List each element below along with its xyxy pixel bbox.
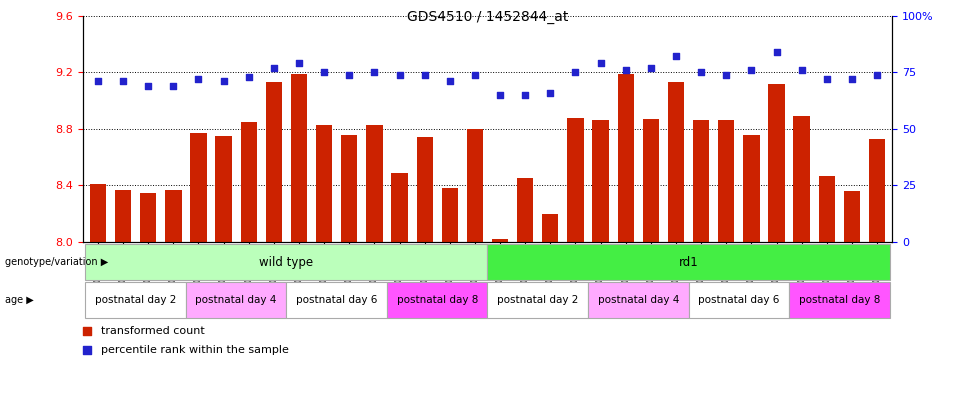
Point xyxy=(517,98,532,105)
Bar xyxy=(367,125,382,242)
Bar xyxy=(387,282,488,318)
Bar xyxy=(186,282,287,318)
Bar xyxy=(266,82,282,242)
Point xyxy=(140,83,156,89)
Bar xyxy=(316,125,332,242)
Bar xyxy=(743,134,760,242)
Text: postnatal day 8: postnatal day 8 xyxy=(397,295,478,305)
Point xyxy=(442,78,457,84)
Bar xyxy=(140,193,156,242)
Bar xyxy=(190,133,207,242)
Point xyxy=(467,72,483,78)
Bar xyxy=(718,120,734,242)
Text: transformed count: transformed count xyxy=(100,327,205,336)
Point xyxy=(870,72,885,78)
Point xyxy=(819,76,835,82)
Bar xyxy=(241,122,257,242)
Bar xyxy=(869,139,885,242)
Point xyxy=(341,72,357,78)
Point xyxy=(542,90,558,96)
Point xyxy=(794,67,809,73)
Bar xyxy=(643,119,659,242)
Point xyxy=(417,72,433,78)
Point xyxy=(266,64,282,71)
Bar xyxy=(391,173,408,242)
Bar xyxy=(794,116,810,242)
Point xyxy=(191,76,207,82)
Text: postnatal day 2: postnatal day 2 xyxy=(497,295,578,305)
Bar xyxy=(789,282,889,318)
Bar xyxy=(668,82,684,242)
Point xyxy=(719,72,734,78)
Text: postnatal day 8: postnatal day 8 xyxy=(799,295,880,305)
Text: postnatal day 4: postnatal day 4 xyxy=(598,295,679,305)
Text: rd1: rd1 xyxy=(679,255,698,269)
Point xyxy=(744,67,760,73)
Point xyxy=(517,268,532,274)
Bar xyxy=(86,244,488,280)
Text: percentile rank within the sample: percentile rank within the sample xyxy=(100,345,289,355)
Bar xyxy=(287,282,387,318)
Bar xyxy=(688,282,789,318)
Point xyxy=(90,78,105,84)
Bar xyxy=(291,74,307,242)
Bar xyxy=(617,74,634,242)
Point xyxy=(215,78,231,84)
Text: postnatal day 2: postnatal day 2 xyxy=(95,295,176,305)
Bar xyxy=(542,214,559,242)
Point xyxy=(367,69,382,75)
Bar xyxy=(215,136,232,242)
Bar xyxy=(467,129,483,242)
Bar xyxy=(341,134,358,242)
Bar xyxy=(588,282,688,318)
Point xyxy=(392,72,408,78)
Bar xyxy=(416,138,433,242)
Bar xyxy=(165,190,181,242)
Bar xyxy=(488,282,588,318)
Point xyxy=(768,49,784,55)
Text: postnatal day 6: postnatal day 6 xyxy=(296,295,377,305)
Point xyxy=(618,67,634,73)
Bar xyxy=(442,188,458,242)
Point xyxy=(844,76,860,82)
Bar xyxy=(843,191,860,242)
Point xyxy=(644,64,659,71)
Point xyxy=(518,92,533,98)
Point xyxy=(492,92,508,98)
Bar xyxy=(86,282,186,318)
Point xyxy=(316,69,332,75)
Bar xyxy=(567,118,584,242)
Bar xyxy=(492,239,508,242)
Point xyxy=(292,60,307,66)
Text: age ▶: age ▶ xyxy=(5,295,33,305)
Point xyxy=(593,60,608,66)
Point xyxy=(115,78,131,84)
Point xyxy=(567,69,583,75)
Text: postnatal day 4: postnatal day 4 xyxy=(196,295,277,305)
Point xyxy=(668,53,683,60)
Bar xyxy=(517,178,533,242)
Text: wild type: wild type xyxy=(259,255,314,269)
Text: genotype/variation ▶: genotype/variation ▶ xyxy=(5,257,108,267)
Bar xyxy=(115,190,132,242)
Point xyxy=(166,83,181,89)
Bar xyxy=(819,176,835,242)
Text: postnatal day 6: postnatal day 6 xyxy=(698,295,779,305)
Bar xyxy=(90,184,106,242)
Text: GDS4510 / 1452844_at: GDS4510 / 1452844_at xyxy=(407,10,568,24)
Bar xyxy=(593,120,608,242)
Bar xyxy=(488,244,889,280)
Bar xyxy=(768,84,785,242)
Point xyxy=(241,74,256,80)
Point xyxy=(693,69,709,75)
Bar xyxy=(693,120,709,242)
